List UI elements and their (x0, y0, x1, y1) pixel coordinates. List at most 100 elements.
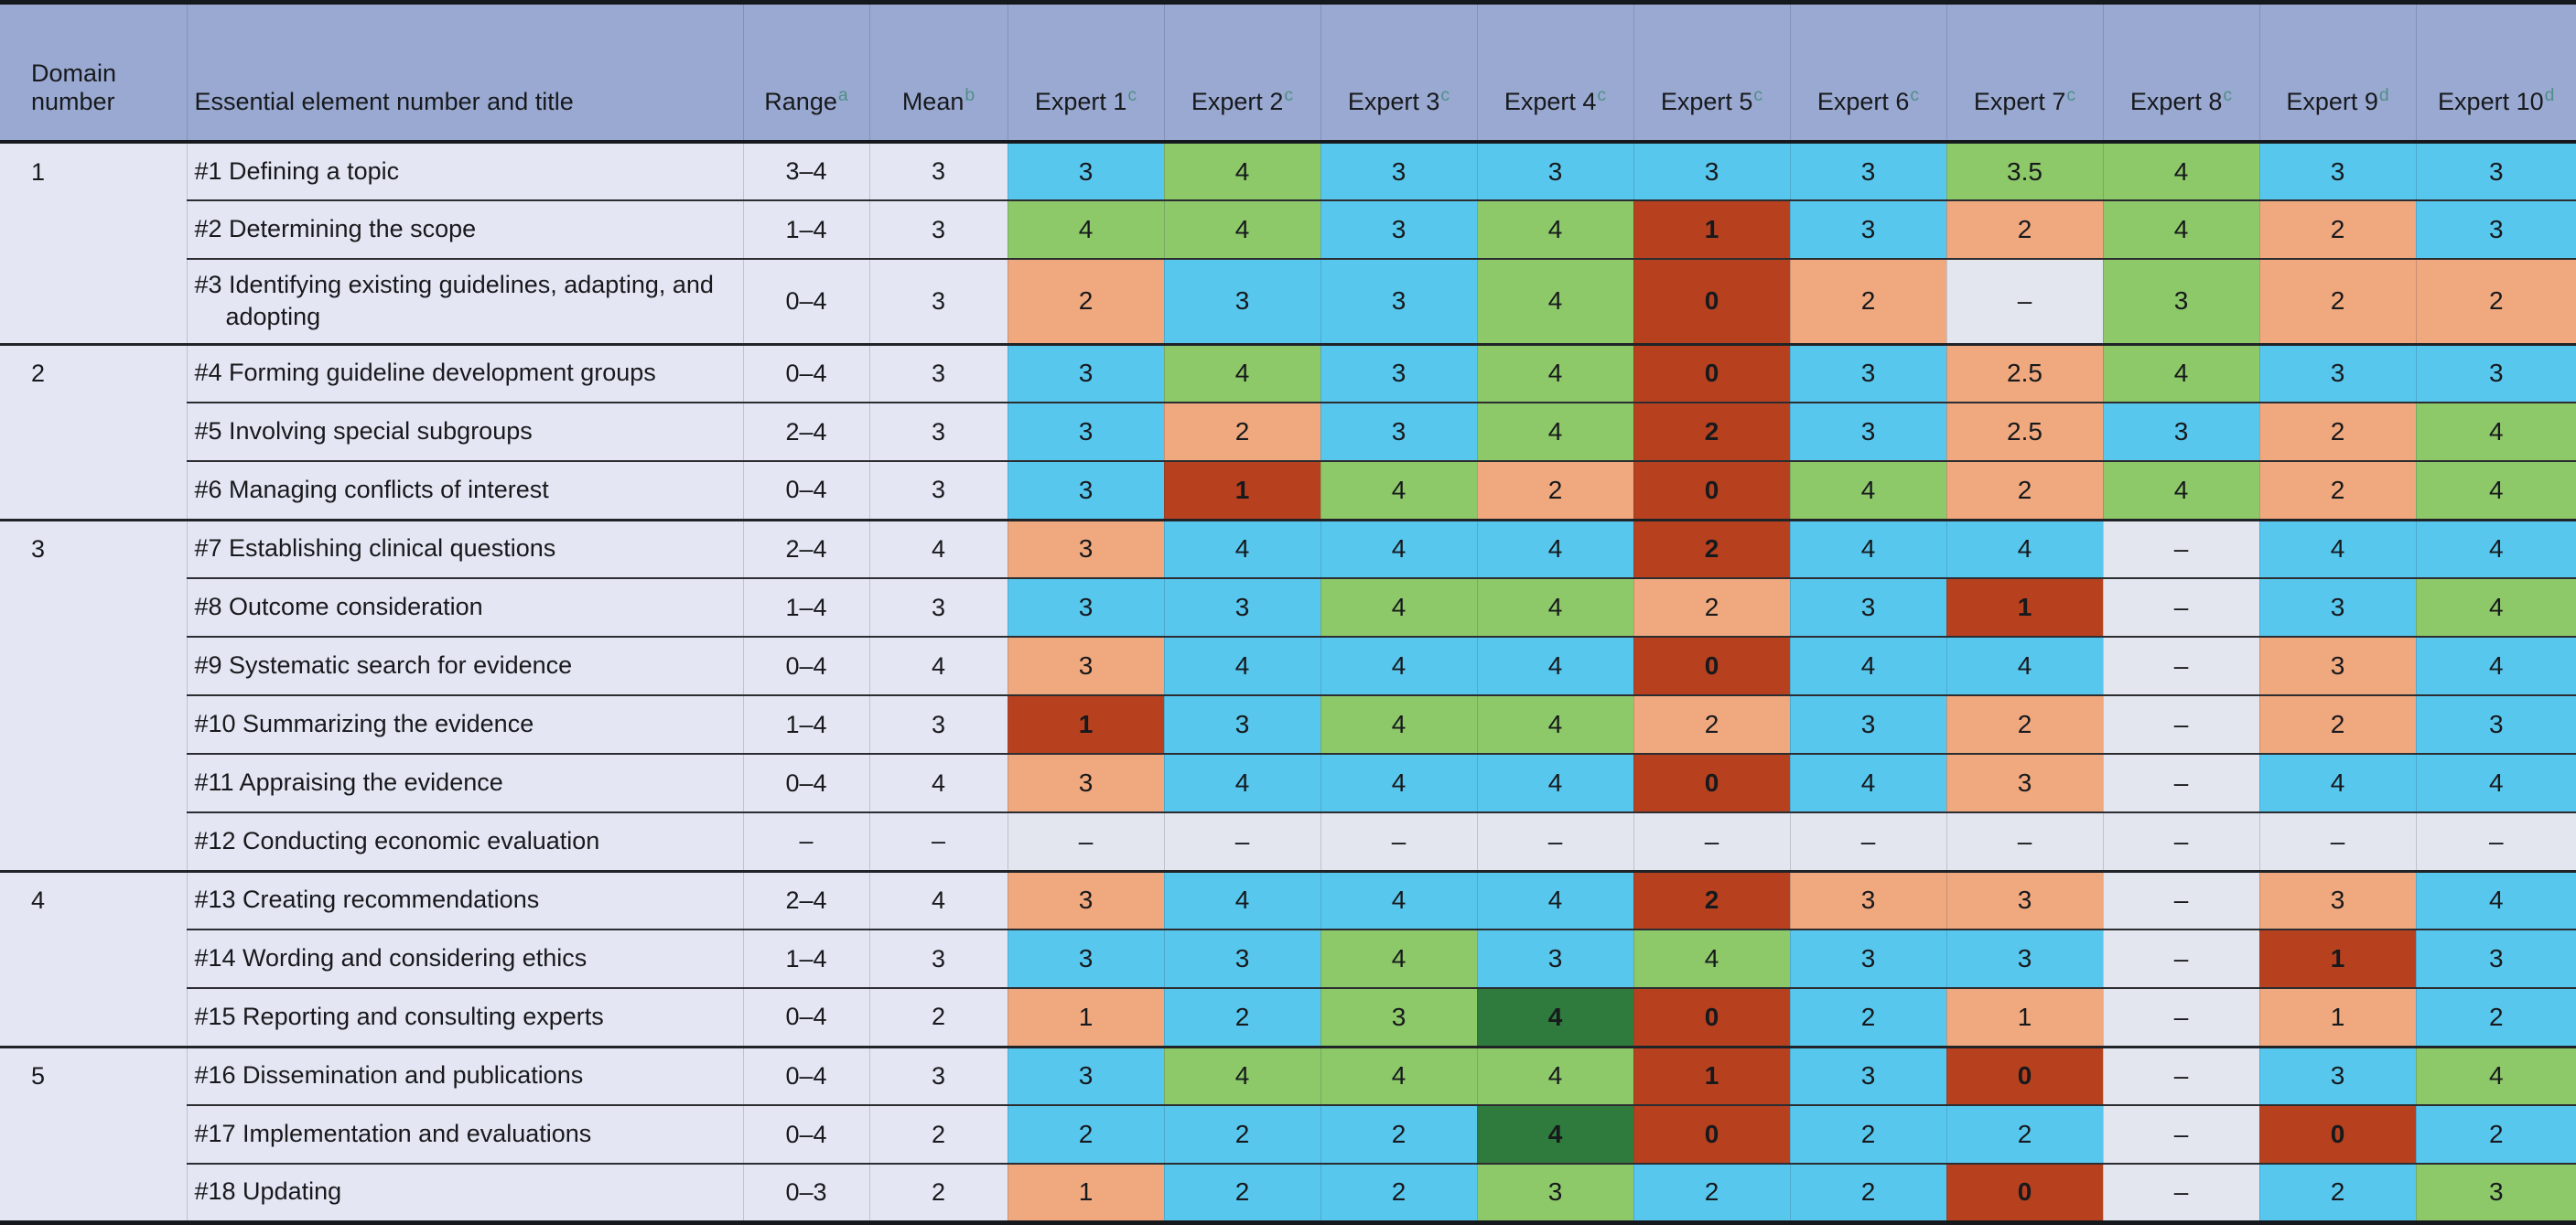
range-cell: 1–4 (742, 199, 869, 259)
expert-score-cell: 3 (1163, 258, 1320, 344)
footnote-marker-a: a (837, 85, 848, 105)
expert-score-cell: 2 (1163, 402, 1320, 461)
essential-element-cell: #17 Implementation and evaluations (186, 1104, 743, 1164)
expert-score-cell: 2 (1945, 694, 2103, 754)
expert-score-cell: 4 (1789, 518, 1946, 578)
essential-element-cell: #16 Dissemination and publications (186, 1045, 743, 1105)
domain-number-cell (0, 403, 187, 461)
expert-score-cell: 0 (1633, 636, 1790, 695)
table-row: #15 Reporting and consulting experts 0–4 2… (0, 987, 2576, 1047)
expert-score-cell: 3 (1789, 140, 1946, 200)
mean-cell: 4 (868, 636, 1008, 695)
mean-cell: 3 (868, 140, 1008, 200)
expert-score-cell: – (2102, 577, 2259, 637)
essential-element-cell: #10 Summarizing the evidence (186, 694, 743, 754)
range-cell: 0–4 (742, 987, 869, 1047)
expert-score-cell: 2 (1633, 577, 1790, 637)
table-row: #11 Appraising the evidence 0–4 4 3 4 4 4 0 4 3–4… (0, 753, 2576, 812)
footnote-marker-d: d (2378, 85, 2389, 105)
mean-cell: 2 (868, 1163, 1008, 1222)
expert-score-cell: 3 (2415, 929, 2576, 988)
expert-score-cell: 4 (2102, 199, 2259, 259)
expert-score-cell: 4 (1163, 140, 1320, 200)
expert-score-cell: 3 (1007, 577, 1164, 637)
expert-score-cell: 1 (1633, 199, 1790, 259)
expert-score-cell: 3 (1320, 258, 1477, 344)
expert-score-cell: 3 (1163, 929, 1320, 988)
range-cell: 2–4 (742, 402, 869, 461)
expert-score-cell: – (1320, 811, 1477, 871)
expert-score-cell: 4 (1476, 342, 1633, 403)
essential-element-cell: #12 Conducting economic evaluation (186, 811, 743, 871)
mean-cell: 3 (868, 577, 1008, 637)
expert-score-cell: 4 (1163, 518, 1320, 578)
essential-element-cell: #9 Systematic search for evidence (186, 636, 743, 695)
expert-score-cell: 0 (1633, 1104, 1790, 1164)
column-header-expert-2: Expert 2c (1163, 2, 1320, 144)
essential-element-cell: #15 Reporting and consulting experts (186, 987, 743, 1047)
mean-cell: 3 (868, 694, 1008, 754)
expert-score-cell: 4 (2415, 402, 2576, 461)
domain-number-cell: 5 (0, 1045, 187, 1105)
range-cell: 1–4 (742, 577, 869, 637)
expert-score-cell: 3 (1007, 869, 1164, 929)
expert-score-cell: 1 (1007, 987, 1164, 1047)
expert-score-cell: 3 (1789, 694, 1946, 754)
expert-score-cell: 1 (1163, 460, 1320, 520)
expert-score-cell: 3 (1163, 577, 1320, 637)
expert-score-cell: 0 (1945, 1045, 2103, 1105)
mean-cell: – (868, 811, 1008, 871)
expert-score-cell: 3 (1007, 140, 1164, 200)
mean-cell: 3 (868, 342, 1008, 403)
expert-score-cell: – (2102, 518, 2259, 578)
expert-score-cell: 4 (1476, 577, 1633, 637)
expert-header-label: Expert 4 (1504, 88, 1597, 115)
expert-score-cell: 1 (1633, 1045, 1790, 1105)
mean-header-label: Mean (901, 88, 965, 115)
expert-score-cell: 4 (1476, 636, 1633, 695)
expert-score-cell: 4 (1320, 460, 1477, 520)
expert-score-cell: – (2102, 869, 2259, 929)
domain-number-cell: 1 (0, 140, 187, 200)
range-cell: 2–4 (742, 518, 869, 578)
expert-header-label: Expert 3 (1347, 88, 1440, 115)
expert-score-cell: 3 (1633, 140, 1790, 200)
expert-score-cell: 3 (1476, 1163, 1633, 1222)
expert-score-cell: 1 (1007, 694, 1164, 754)
essential-element-cell: #18 Updating (186, 1163, 743, 1222)
expert-score-cell: 2 (1789, 1163, 1946, 1222)
expert-score-cell: 4 (1476, 694, 1633, 754)
expert-score-cell: 2 (2258, 199, 2416, 259)
expert-score-cell: 2 (1945, 1104, 2103, 1164)
expert-score-cell: – (2102, 753, 2259, 812)
range-cell: 3–4 (742, 140, 869, 200)
column-header-range: Rangea (742, 2, 869, 144)
expert-score-cell: 4 (2258, 518, 2416, 578)
expert-score-cell: – (2102, 987, 2259, 1047)
expert-score-cell: 1 (2258, 929, 2416, 988)
essential-element-cell: #7 Establishing clinical questions (186, 518, 743, 578)
expert-score-cell: 4 (1320, 929, 1477, 988)
expert-score-cell: 2 (1633, 1163, 1790, 1222)
footnote-marker-c: c (1753, 85, 1763, 105)
expert-score-cell: 4 (1320, 577, 1477, 637)
expert-score-cell: – (2102, 694, 2259, 754)
expert-score-cell: 2 (2258, 694, 2416, 754)
footnote-marker-c: c (2066, 85, 2076, 105)
expert-score-cell: 3 (1789, 342, 1946, 403)
domain-number-cell (0, 259, 187, 344)
expert-score-cell: 3 (1320, 402, 1477, 461)
expert-score-cell: 3 (1007, 460, 1164, 520)
expert-score-cell: 4 (1476, 987, 1633, 1047)
expert-score-cell: 3 (1007, 929, 1164, 988)
expert-score-cell: 1 (1007, 1163, 1164, 1222)
range-cell: 0–4 (742, 1104, 869, 1164)
domain-number-cell (0, 200, 187, 259)
expert-score-cell: 2 (1163, 1104, 1320, 1164)
domain-number-cell: 4 (0, 869, 187, 929)
domain-number-cell (0, 929, 187, 988)
expert-score-cell: 2 (1789, 1104, 1946, 1164)
expert-score-cell: 0 (2258, 1104, 2416, 1164)
range-cell: 0–4 (742, 342, 869, 403)
expert-score-cell: 3 (1789, 1045, 1946, 1105)
